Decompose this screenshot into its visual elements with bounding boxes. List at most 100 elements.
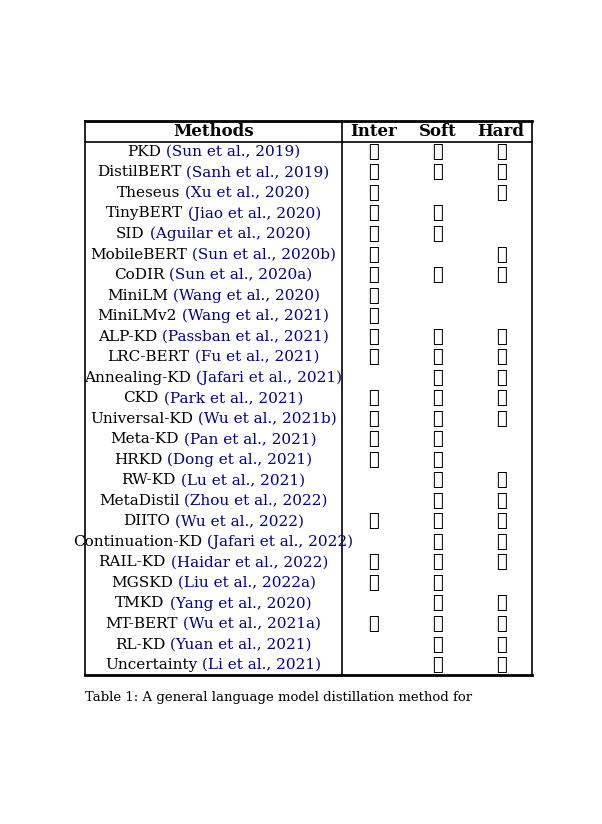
Text: ✓: ✓: [432, 635, 443, 653]
Text: Meta-KD: Meta-KD: [110, 433, 179, 447]
Text: ✓: ✓: [368, 287, 379, 305]
Text: ✓: ✓: [368, 204, 379, 222]
Text: Methods: Methods: [173, 123, 253, 140]
Text: ✓: ✓: [368, 349, 379, 366]
Text: SID: SID: [116, 227, 144, 241]
Text: CoDIR: CoDIR: [114, 268, 164, 282]
Text: ✓: ✓: [368, 184, 379, 202]
Text: ✓: ✓: [368, 430, 379, 448]
Text: ✓: ✓: [495, 389, 506, 407]
Text: ✓: ✓: [368, 554, 379, 571]
Text: ✓: ✓: [368, 389, 379, 407]
Text: CKD: CKD: [123, 391, 159, 405]
Text: (Passban et al., 2021): (Passban et al., 2021): [157, 330, 329, 344]
Text: MT-BERT: MT-BERT: [105, 617, 178, 631]
Text: ✓: ✓: [432, 430, 443, 448]
Text: ✓: ✓: [495, 163, 506, 181]
Text: (Wang et al., 2020): (Wang et al., 2020): [168, 288, 320, 302]
Text: Table 1: A general language model distillation method for: Table 1: A general language model distil…: [84, 691, 472, 705]
Text: Soft: Soft: [418, 123, 456, 140]
Text: MGSKD: MGSKD: [111, 576, 173, 590]
Text: ✓: ✓: [432, 451, 443, 469]
Text: ✓: ✓: [368, 246, 379, 264]
Text: (Sun et al., 2019): (Sun et al., 2019): [161, 145, 300, 159]
Text: (Sun et al., 2020a): (Sun et al., 2020a): [164, 268, 312, 282]
Text: ✓: ✓: [432, 615, 443, 633]
Text: ✓: ✓: [432, 513, 443, 531]
Text: (Jafari et al., 2021): (Jafari et al., 2021): [191, 371, 343, 385]
Text: (Wu et al., 2022): (Wu et al., 2022): [170, 514, 304, 528]
Text: ✓: ✓: [432, 368, 443, 386]
Text: (Liu et al., 2022a): (Liu et al., 2022a): [173, 576, 316, 590]
Text: MobileBERT: MobileBERT: [90, 247, 187, 261]
Text: (Wu et al., 2021a): (Wu et al., 2021a): [178, 617, 321, 631]
Text: ✓: ✓: [432, 389, 443, 407]
Text: ✓: ✓: [432, 656, 443, 674]
Text: ✓: ✓: [495, 349, 506, 366]
Text: ✓: ✓: [368, 225, 379, 243]
Text: ✓: ✓: [368, 513, 379, 531]
Text: ✓: ✓: [432, 554, 443, 571]
Text: (Aguilar et al., 2020): (Aguilar et al., 2020): [144, 227, 311, 241]
Text: ✓: ✓: [495, 368, 506, 386]
Text: ✓: ✓: [495, 594, 506, 612]
Text: (Park et al., 2021): (Park et al., 2021): [159, 391, 303, 405]
Text: ✓: ✓: [432, 533, 443, 551]
Text: ✓: ✓: [432, 328, 443, 345]
Text: Hard: Hard: [477, 123, 524, 140]
Text: (Xu et al., 2020): (Xu et al., 2020): [180, 186, 310, 200]
Text: ✓: ✓: [495, 328, 506, 345]
Text: (Sun et al., 2020b): (Sun et al., 2020b): [187, 247, 337, 261]
Text: MiniLM: MiniLM: [107, 288, 168, 302]
Text: ✓: ✓: [368, 307, 379, 325]
Text: ✓: ✓: [495, 471, 506, 489]
Text: ✓: ✓: [495, 184, 506, 202]
Text: ✓: ✓: [432, 574, 443, 592]
Text: RAIL-KD: RAIL-KD: [99, 555, 166, 569]
Text: (Zhou et al., 2022): (Zhou et al., 2022): [179, 494, 328, 508]
Text: ✓: ✓: [495, 635, 506, 653]
Text: ✓: ✓: [432, 143, 443, 161]
Text: ✓: ✓: [368, 410, 379, 428]
Text: ✓: ✓: [495, 554, 506, 571]
Text: ✓: ✓: [495, 143, 506, 161]
Text: ✓: ✓: [495, 492, 506, 510]
Text: ✓: ✓: [495, 656, 506, 674]
Text: (Wu et al., 2021b): (Wu et al., 2021b): [193, 412, 337, 426]
Text: (Pan et al., 2021): (Pan et al., 2021): [179, 433, 317, 447]
Text: RW-KD: RW-KD: [122, 473, 176, 487]
Text: ✓: ✓: [432, 225, 443, 243]
Text: DIITO: DIITO: [123, 514, 170, 528]
Text: ✓: ✓: [495, 513, 506, 531]
Text: ✓: ✓: [368, 574, 379, 592]
Text: (Fu et al., 2021): (Fu et al., 2021): [190, 350, 319, 364]
Text: ✓: ✓: [368, 615, 379, 633]
Text: ✓: ✓: [368, 163, 379, 181]
Text: RL-KD: RL-KD: [115, 638, 166, 652]
Text: (Jafari et al., 2022): (Jafari et al., 2022): [202, 535, 353, 549]
Text: (Dong et al., 2021): (Dong et al., 2021): [163, 452, 312, 467]
Text: ✓: ✓: [495, 246, 506, 264]
Text: HRKD: HRKD: [114, 452, 163, 466]
Text: (Sanh et al., 2019): (Sanh et al., 2019): [181, 166, 330, 180]
Text: ✓: ✓: [368, 328, 379, 345]
Text: Annealing-KD: Annealing-KD: [84, 371, 191, 385]
Text: ✓: ✓: [432, 163, 443, 181]
Text: MetaDistil: MetaDistil: [99, 494, 179, 508]
Text: ✓: ✓: [432, 471, 443, 489]
Text: PKD: PKD: [127, 145, 161, 159]
Text: ✓: ✓: [495, 615, 506, 633]
Text: ✓: ✓: [432, 410, 443, 428]
Text: (Li et al., 2021): (Li et al., 2021): [197, 658, 321, 672]
Text: ✓: ✓: [432, 266, 443, 284]
Text: LRC-BERT: LRC-BERT: [108, 350, 190, 364]
Text: (Wang et al., 2021): (Wang et al., 2021): [177, 309, 329, 323]
Text: Universal-KD: Universal-KD: [90, 412, 193, 426]
Text: MiniLMv2: MiniLMv2: [98, 309, 177, 323]
Text: (Yuan et al., 2021): (Yuan et al., 2021): [166, 638, 312, 652]
Text: (Haidar et al., 2022): (Haidar et al., 2022): [166, 555, 328, 569]
Text: ✓: ✓: [368, 266, 379, 284]
Text: ✓: ✓: [432, 349, 443, 366]
Text: (Yang et al., 2020): (Yang et al., 2020): [165, 597, 311, 611]
Text: ✓: ✓: [432, 594, 443, 612]
